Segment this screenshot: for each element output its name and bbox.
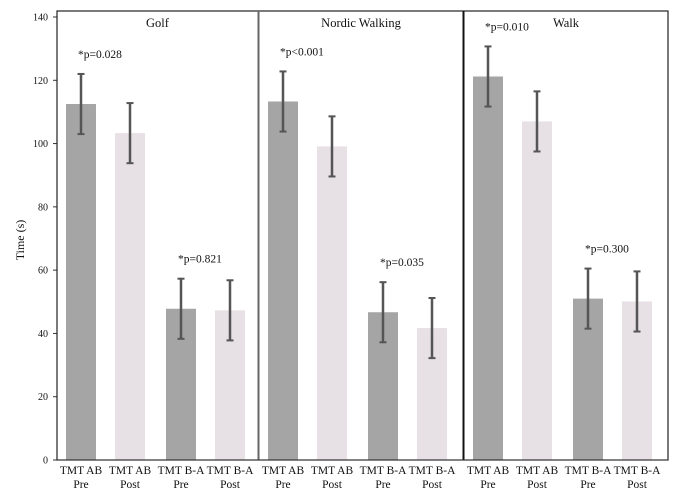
x-tick-label: Pre	[173, 479, 188, 491]
significance-label: *p=0.028	[78, 49, 122, 61]
panel-title: Golf	[146, 16, 170, 30]
bar	[317, 146, 347, 460]
x-tick-label: TMT AB	[311, 465, 354, 477]
panel-nordic-walking: TMT AB Pre TMT AB Post TMT B-A Pre TMT B-A Post…	[262, 16, 456, 491]
x-tick-label: TMT B-A	[207, 465, 254, 477]
x-tick-label: TMT B-A	[409, 465, 456, 477]
panel-title: Walk	[553, 16, 580, 30]
x-tick-label: TMT B-A	[360, 465, 407, 477]
x-tick-label: Post	[422, 479, 443, 491]
bar	[115, 133, 145, 461]
panel-walk: TMT AB Pre TMT AB Post TMT B-A Pre TMT B-A Post…	[467, 16, 661, 491]
x-tick-label: TMT AB	[262, 465, 305, 477]
x-tick-label: Post	[220, 479, 241, 491]
x-tick-label: Pre	[275, 479, 290, 491]
x-tick-label: Post	[322, 479, 343, 491]
y-axis-label: Time (s)	[13, 220, 27, 261]
significance-label: *p=0.300	[585, 244, 629, 256]
y-tick-label: 100	[33, 139, 48, 150]
significance-label: *p=0.821	[178, 254, 222, 266]
x-tick-label: Post	[527, 479, 548, 491]
x-tick-label: Post	[120, 479, 141, 491]
bar	[268, 101, 298, 461]
x-tick-label: TMT AB	[60, 465, 103, 477]
y-axis: 0 20 40 60 80 100 120 140	[33, 13, 57, 467]
y-tick-label: 20	[38, 392, 48, 403]
x-tick-label: TMT AB	[109, 465, 152, 477]
significance-label: *p=0.010	[485, 21, 529, 33]
panels: TMT AB Pre TMT AB Post TMT B-A Pre TMT B-A Post…	[56, 10, 669, 491]
x-tick-label: Pre	[375, 479, 390, 491]
x-tick-label: TMT AB	[516, 465, 559, 477]
panel-frames	[56, 10, 669, 461]
x-tick-label: Pre	[580, 479, 595, 491]
bar	[66, 104, 96, 461]
panel-golf: TMT AB Pre TMT AB Post TMT B-A Pre TMT B-A Post…	[60, 16, 254, 491]
x-tick-label: TMT AB	[467, 465, 510, 477]
x-tick-label: Pre	[480, 479, 495, 491]
y-tick-label: 40	[38, 329, 48, 340]
x-tick-label: TMT B-A	[614, 465, 661, 477]
bar	[473, 76, 503, 460]
y-tick-label: 120	[33, 76, 48, 87]
x-tick-label: TMT B-A	[158, 465, 205, 477]
y-tick-label: 80	[38, 202, 48, 213]
x-tick-label: TMT B-A	[565, 465, 612, 477]
y-tick-label: 60	[38, 266, 48, 277]
y-tick-label: 140	[33, 13, 48, 24]
significance-label: *p<0.001	[280, 46, 324, 58]
panel-title: Nordic Walking	[321, 16, 401, 30]
bar	[522, 121, 552, 461]
significance-label: *p=0.035	[380, 257, 424, 269]
y-tick-label: 0	[43, 456, 48, 467]
x-tick-label: Post	[627, 479, 648, 491]
x-tick-label: Pre	[73, 479, 88, 491]
